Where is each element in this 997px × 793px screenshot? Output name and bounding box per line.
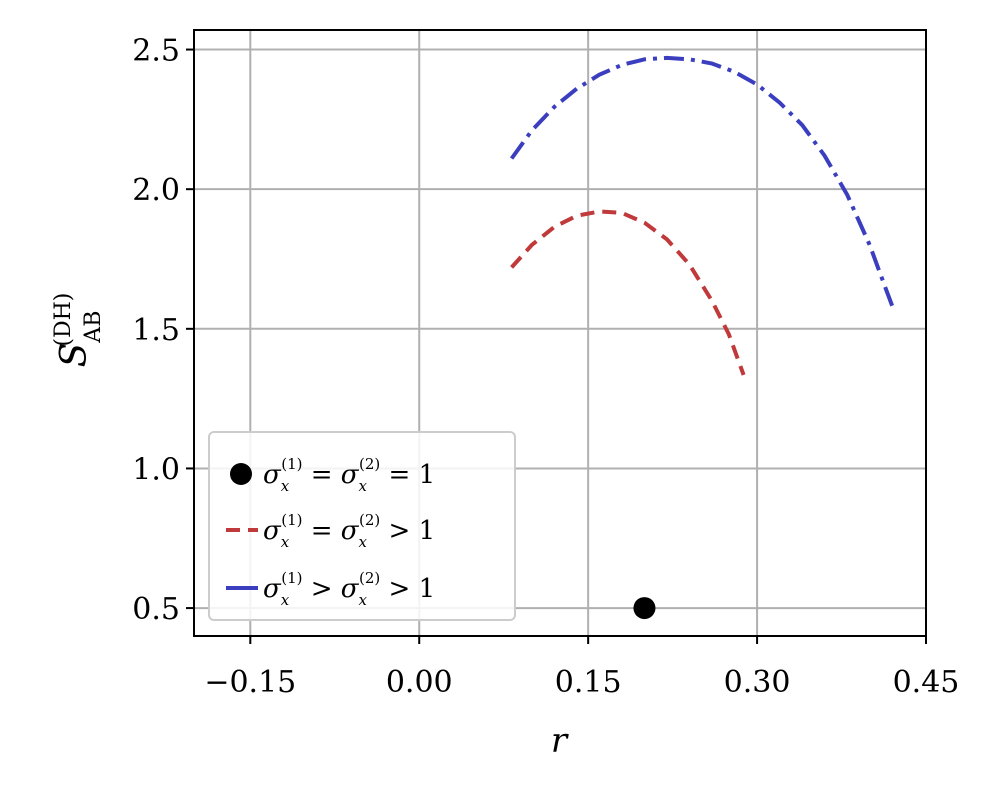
data-point [633, 597, 656, 620]
x-tick-label: 0.00 [386, 665, 453, 700]
y-axis-label-superscript: (DH) [51, 293, 76, 347]
x-axis-label: r [551, 721, 569, 761]
x-tick-label: 0.30 [724, 665, 791, 700]
y-tick-label: 0.5 [132, 592, 180, 627]
legend: σx(1) = σx(2) = 1 σx(1) = σx(2) > 1 σx(1) … [208, 431, 516, 621]
ticks: −0.15 0.00 0.15 0.30 0.45 0.5 1.0 1.5 2.0 2.5 [132, 34, 959, 700]
legend-label: σx(1) > σx(2) > 1 [263, 569, 435, 609]
y-axis-label-base: S [54, 343, 95, 368]
series-line-1 [510, 209, 746, 376]
series-line-2 [509, 55, 897, 313]
plot-frame [193, 29, 927, 637]
x-tick-label: −0.15 [204, 665, 296, 700]
series-layer [509, 55, 897, 620]
legend-label: σx(1) = σx(2) > 1 [263, 511, 435, 551]
x-tick-label: 0.15 [555, 665, 622, 700]
y-tick-label: 1.0 [132, 452, 180, 487]
x-tick-label: 0.45 [893, 665, 960, 700]
y-axis-label-subscript: AB [81, 311, 106, 344]
legend-marker [230, 463, 252, 485]
y-tick-label: 2.0 [132, 173, 180, 208]
legend-box [208, 431, 516, 621]
y-tick-label: 2.5 [132, 34, 180, 69]
y-axis-label: SAB(DH) [51, 293, 106, 368]
legend-label: σx(1) = σx(2) = 1 [263, 455, 435, 495]
svg-text:SAB(DH): SAB(DH) [51, 293, 106, 368]
y-tick-label: 1.5 [132, 313, 180, 348]
